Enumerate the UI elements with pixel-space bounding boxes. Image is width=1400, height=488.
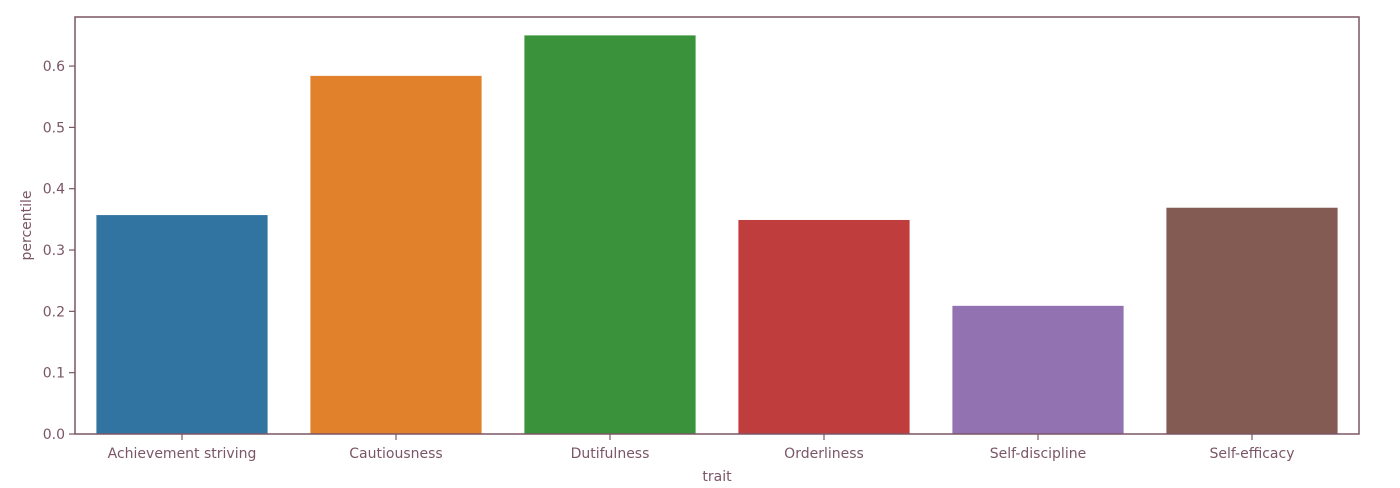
x-tick-label: Self-efficacy	[1209, 446, 1294, 462]
y-tick-label: 0.5	[43, 120, 65, 136]
y-axis-ticks: 0.0 0.1 0.2 0.3 0.4 0.5 0.6	[43, 59, 75, 443]
bar-achievement-striving	[96, 215, 268, 434]
y-tick-label: 0.3	[43, 243, 65, 259]
plot-frame	[74, 16, 1360, 435]
y-tick-label: 0.2	[43, 304, 65, 320]
x-tick-label: Achievement striving	[108, 446, 257, 462]
x-tick-label: Self-discipline	[990, 446, 1086, 462]
y-tick-label: 0.4	[43, 182, 65, 198]
bar-dutifulness	[524, 35, 696, 435]
x-tick-label: Dutifulness	[571, 446, 650, 462]
y-tick-label: 0.6	[43, 59, 65, 75]
y-tick-label: 0.1	[43, 366, 65, 382]
bars-group	[96, 35, 1338, 435]
x-axis-ticks: Achievement striving Cautiousness Dutifuln…	[108, 434, 1295, 462]
y-tick-label: 0.0	[43, 427, 65, 443]
bar-self-efficacy	[1166, 207, 1338, 434]
bar-self-discipline	[952, 305, 1124, 434]
y-axis-label: percentile	[19, 190, 35, 260]
x-axis-label: trait	[702, 469, 732, 485]
bar-orderliness	[738, 219, 910, 434]
x-tick-label: Orderliness	[784, 446, 864, 462]
bar-cautiousness	[310, 75, 482, 435]
x-tick-label: Cautiousness	[349, 446, 442, 462]
